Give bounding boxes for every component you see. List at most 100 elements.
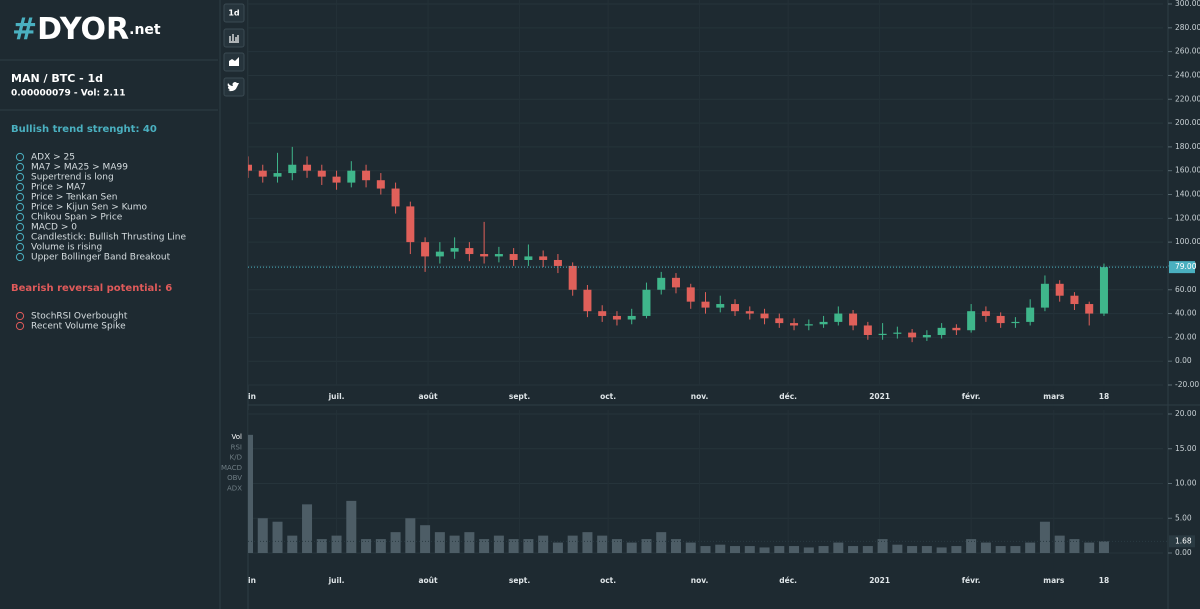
x-tick-label: 2021: [869, 576, 890, 585]
volume-bar: [1069, 539, 1080, 553]
signal-item: Price > Kijun Sen > Kumo: [31, 203, 148, 213]
candle-body: [480, 254, 489, 257]
indicator-label: ADX: [227, 485, 242, 493]
volume-bar: [995, 546, 1006, 553]
logo-name: DYOR: [37, 12, 129, 47]
status-icon: [15, 242, 25, 252]
x-tick-label: févr.: [962, 576, 981, 585]
signal-item: Chikou Span > Price: [31, 213, 123, 223]
volume-bar: [936, 547, 947, 553]
candle-body: [937, 327, 946, 335]
candle-body: [863, 325, 872, 335]
candle-body: [509, 254, 518, 260]
pair-subtitle: 0.00000079 - Vol: 2.11: [11, 89, 125, 99]
volume-bar: [774, 546, 785, 553]
signal-item: MA7 > MA25 > MA99: [31, 163, 128, 173]
status-icon: [15, 311, 25, 321]
y-tick-label: 0.00: [1175, 548, 1192, 557]
x-tick-label: mars: [1043, 392, 1065, 401]
volume-bar: [449, 535, 460, 553]
volume-bar: [1010, 546, 1021, 553]
volume-bar: [434, 532, 445, 553]
signal-item: Price > MA7: [31, 183, 86, 193]
logo-suffix: .net: [129, 22, 161, 38]
candle-body: [303, 164, 312, 171]
y-tick-label: 200.00: [1175, 118, 1200, 127]
volume-bar: [626, 542, 637, 553]
x-tick-label: févr.: [962, 392, 981, 401]
y-tick-label: 20.00: [1175, 332, 1197, 341]
logo[interactable]: #DYOR.net: [12, 12, 161, 47]
volume-bar: [346, 500, 357, 553]
candle-body: [258, 170, 267, 177]
volume-bar: [980, 542, 991, 553]
candle-body: [347, 170, 356, 183]
volume-bar: [1025, 542, 1036, 553]
y-tick-label: 140.00: [1175, 190, 1200, 199]
volume-bar: [833, 542, 844, 553]
candle-button[interactable]: [223, 28, 245, 48]
candle-body: [627, 315, 636, 320]
candle-body: [376, 180, 385, 189]
x-tick-label: oct.: [600, 392, 616, 401]
status-icon: [15, 321, 25, 331]
signal-item: MACD > 0: [31, 223, 77, 233]
volume-bar: [730, 546, 741, 553]
candle-body: [248, 164, 252, 171]
volume-bar: [1084, 542, 1095, 553]
volume-bar: [302, 504, 313, 553]
y-tick-label: 260.00: [1175, 47, 1200, 56]
status-icon: [15, 252, 25, 262]
candle-body: [583, 289, 592, 312]
candle-body: [952, 327, 961, 331]
y-tick-label: 220.00: [1175, 94, 1200, 103]
status-icon: [15, 202, 25, 212]
volume-bar: [877, 539, 888, 553]
status-icon: [15, 162, 25, 172]
status-icon: [15, 222, 25, 232]
candle-body: [981, 311, 990, 316]
candle-body: [1011, 321, 1020, 324]
signal-item: Supertrend is long: [31, 173, 114, 183]
volume-bar: [508, 539, 519, 553]
volume-bar: [390, 532, 401, 553]
area-icon: [229, 57, 239, 66]
candle-icon: [229, 34, 239, 43]
last-value-label: 1.68: [1175, 536, 1192, 545]
volume-bar: [316, 539, 327, 553]
volume-bar: [789, 546, 800, 553]
candle-body: [819, 321, 828, 325]
candle-body: [745, 311, 754, 314]
volume-bar: [670, 539, 681, 553]
volume-bar: [921, 546, 932, 553]
indicator-label: OBV: [227, 474, 242, 482]
volume-bar: [966, 539, 977, 553]
signal-item: Upper Bollinger Band Breakout: [31, 253, 171, 263]
last-value-label: 79.00: [1175, 262, 1197, 271]
last-value-box: [1169, 535, 1195, 548]
candle-body: [1026, 307, 1035, 322]
volume-bar: [567, 535, 578, 553]
volume-bar: [951, 546, 962, 553]
candle-body: [701, 301, 710, 308]
y-tick-label: 20.00: [1175, 409, 1197, 418]
status-icon: [15, 152, 25, 162]
candle-body: [524, 256, 533, 260]
volume-bar: [361, 539, 372, 553]
candle-body: [494, 254, 503, 257]
x-tick-label: nov.: [691, 576, 709, 585]
y-tick-label: 60.00: [1175, 285, 1197, 294]
candle-body: [716, 304, 725, 308]
volume-bar: [848, 546, 859, 553]
candle-body: [1040, 283, 1049, 308]
indicator-list: Vol RSI K/D MACD OBV ADX: [221, 433, 242, 493]
volume-bar: [331, 535, 342, 553]
volume-bar: [248, 434, 253, 553]
candle-body: [273, 173, 282, 177]
interval-button[interactable]: [223, 3, 245, 23]
volume-bar: [257, 518, 268, 553]
candle-body: [775, 318, 784, 324]
status-icon: [15, 192, 25, 202]
volume-bar: [862, 546, 873, 553]
candle-body: [893, 332, 902, 334]
